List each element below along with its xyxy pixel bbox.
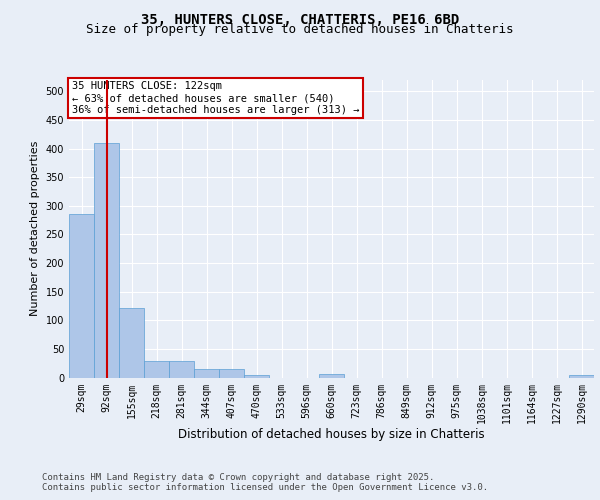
- Text: Contains HM Land Registry data © Crown copyright and database right 2025.: Contains HM Land Registry data © Crown c…: [42, 472, 434, 482]
- Text: Size of property relative to detached houses in Chatteris: Size of property relative to detached ho…: [86, 24, 514, 36]
- Bar: [319, 374, 344, 378]
- Bar: [169, 362, 194, 378]
- Bar: [94, 143, 119, 378]
- Bar: [119, 308, 144, 378]
- Bar: [244, 375, 269, 378]
- Bar: [219, 370, 244, 378]
- Bar: [569, 375, 594, 378]
- Text: Contains public sector information licensed under the Open Government Licence v3: Contains public sector information licen…: [42, 484, 488, 492]
- Text: 35, HUNTERS CLOSE, CHATTERIS, PE16 6BD: 35, HUNTERS CLOSE, CHATTERIS, PE16 6BD: [141, 12, 459, 26]
- Bar: [144, 362, 169, 378]
- X-axis label: Distribution of detached houses by size in Chatteris: Distribution of detached houses by size …: [178, 428, 485, 440]
- Bar: [194, 370, 219, 378]
- Bar: [69, 214, 94, 378]
- Text: 35 HUNTERS CLOSE: 122sqm
← 63% of detached houses are smaller (540)
36% of semi-: 35 HUNTERS CLOSE: 122sqm ← 63% of detach…: [71, 82, 359, 114]
- Y-axis label: Number of detached properties: Number of detached properties: [30, 141, 40, 316]
